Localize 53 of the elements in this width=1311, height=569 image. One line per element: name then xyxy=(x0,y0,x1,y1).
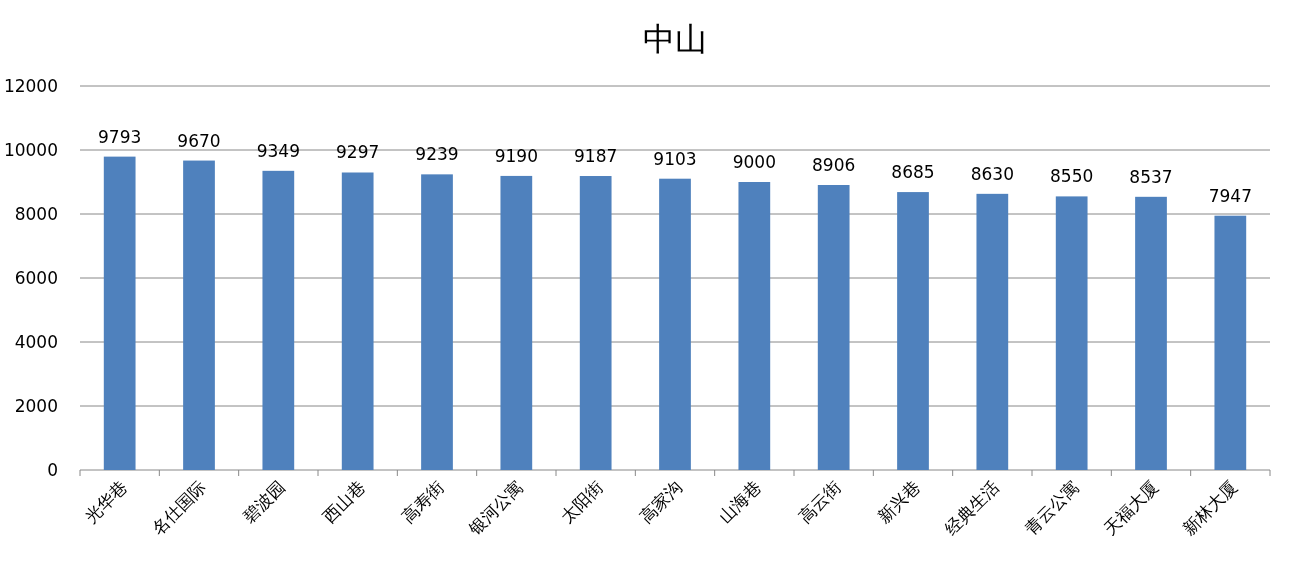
bar xyxy=(421,174,453,470)
x-tick-label: 高云街 xyxy=(794,476,845,527)
data-label: 8630 xyxy=(970,163,1014,184)
bar xyxy=(817,185,850,470)
data-label: 8537 xyxy=(1129,166,1173,187)
bar xyxy=(262,170,295,470)
x-tick-label: 青云公寓 xyxy=(1020,476,1083,539)
bar xyxy=(738,182,771,470)
x-tick-label: 碧波园 xyxy=(238,476,290,527)
bar xyxy=(1214,215,1247,470)
x-tick-label: 新兴巷 xyxy=(873,476,924,527)
x-tick-label: 经典生活 xyxy=(940,476,1004,539)
y-tick-label: 6000 xyxy=(14,268,58,288)
bar xyxy=(976,193,1009,470)
y-tick-label: 10000 xyxy=(3,140,58,160)
y-tick-label: 4000 xyxy=(14,332,58,352)
bar xyxy=(103,156,136,470)
bar xyxy=(1135,196,1167,470)
bar xyxy=(897,192,929,470)
x-tick-label: 银河公寓 xyxy=(464,476,528,540)
data-label: 8550 xyxy=(1050,166,1094,187)
data-label: 9349 xyxy=(256,140,300,161)
x-tick-label: 山海巷 xyxy=(714,476,766,527)
data-label: 9793 xyxy=(98,126,142,147)
bar xyxy=(500,175,533,470)
x-tick-label: 西山巷 xyxy=(318,476,369,527)
chart-title: 中山 xyxy=(643,20,707,58)
data-label: 8906 xyxy=(812,155,856,176)
data-label: 7947 xyxy=(1208,185,1252,206)
data-label: 9297 xyxy=(336,142,380,163)
bar xyxy=(341,172,374,470)
data-label: 9190 xyxy=(494,145,538,166)
y-tick-label: 0 xyxy=(47,460,58,480)
x-tick-label: 光华巷 xyxy=(80,476,131,527)
y-tick-label: 12000 xyxy=(3,76,58,96)
data-label: 9000 xyxy=(732,152,776,172)
y-tick-label: 2000 xyxy=(14,396,58,416)
x-tick-label: 高家沟 xyxy=(635,476,686,527)
data-label: 9670 xyxy=(177,130,221,151)
data-label: 9103 xyxy=(653,148,697,169)
y-tick-label: 8000 xyxy=(14,204,58,224)
x-tick-label: 太阳街 xyxy=(556,476,607,527)
data-label: 9239 xyxy=(415,144,459,165)
bar xyxy=(579,176,612,470)
bar xyxy=(659,178,691,470)
bar xyxy=(1055,196,1088,470)
x-tick-label: 名仕国际 xyxy=(147,476,210,539)
x-tick-label: 高寿街 xyxy=(397,476,448,527)
x-tick-label: 天福大厦 xyxy=(1099,476,1162,539)
bar xyxy=(183,160,215,470)
data-label: 9187 xyxy=(574,146,618,167)
x-tick-label: 新林大厦 xyxy=(1178,476,1242,539)
data-label: 8685 xyxy=(891,162,935,183)
